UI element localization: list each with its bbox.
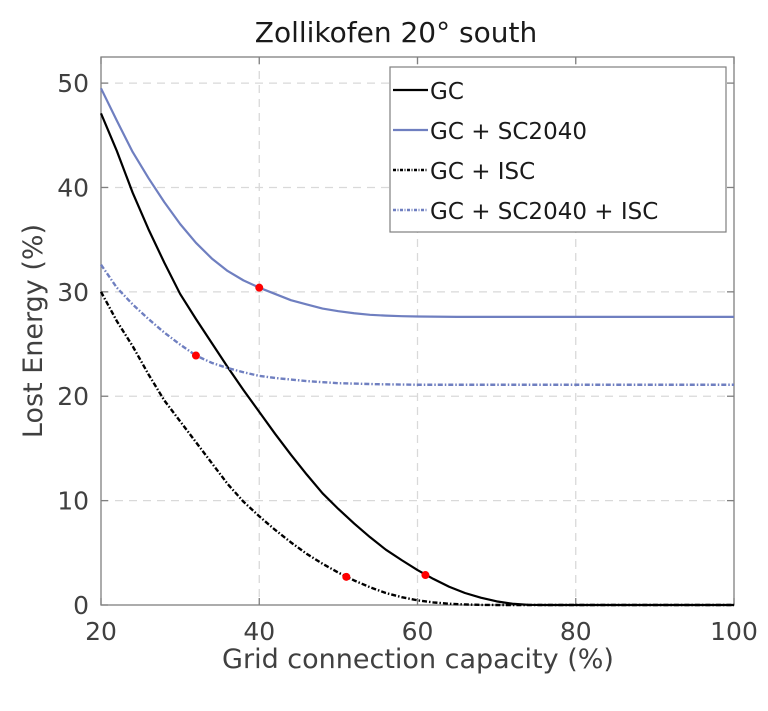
chart-title: Zollikofen 20° south: [255, 16, 537, 49]
marker-gc-sc2040: [255, 283, 264, 292]
x-tick-label: 20: [85, 617, 117, 646]
marker-gc: [421, 571, 430, 580]
series-line-gc-sc2040: [100, 87, 734, 319]
legend-label-gc-isc: GC + ISC: [430, 159, 535, 185]
y-tick-label: 0: [73, 591, 89, 620]
series-line-gc-sc2040-isc: [100, 264, 734, 386]
x-tick-label: 60: [402, 617, 434, 646]
y-axis-label: Lost Energy (%): [18, 224, 49, 438]
y-tick-label: 10: [57, 487, 89, 516]
marker-gc-sc2040-isc: [191, 351, 200, 360]
x-tick-label: 40: [243, 617, 275, 646]
marker-gc-isc: [342, 572, 351, 581]
x-axis-label: Grid connection capacity (%): [222, 644, 614, 675]
x-tick-label: 100: [710, 617, 758, 646]
legend: GC GC + SC2040 GC + ISC GC + SC2040 + ISC: [389, 66, 727, 233]
x-tick-label: 80: [560, 617, 592, 646]
y-tick-label: 20: [57, 382, 89, 411]
legend-label-gc-sc2040-isc: GC + SC2040 + ISC: [430, 199, 658, 225]
series-line-gc: [99, 112, 734, 607]
y-tick-label: 30: [57, 278, 89, 307]
x-ticks: 20 40 60 80 100: [85, 57, 758, 646]
legend-box: [389, 66, 727, 233]
markers-group: [191, 283, 430, 581]
legend-label-gc-sc2040: GC + SC2040: [430, 119, 587, 145]
y-tick-label: 50: [57, 69, 89, 98]
y-ticks: 0 10 20 30 40 50: [57, 69, 734, 620]
legend-label-gc: GC: [430, 79, 464, 105]
series-group: [99, 87, 734, 607]
y-tick-label: 40: [57, 173, 89, 202]
